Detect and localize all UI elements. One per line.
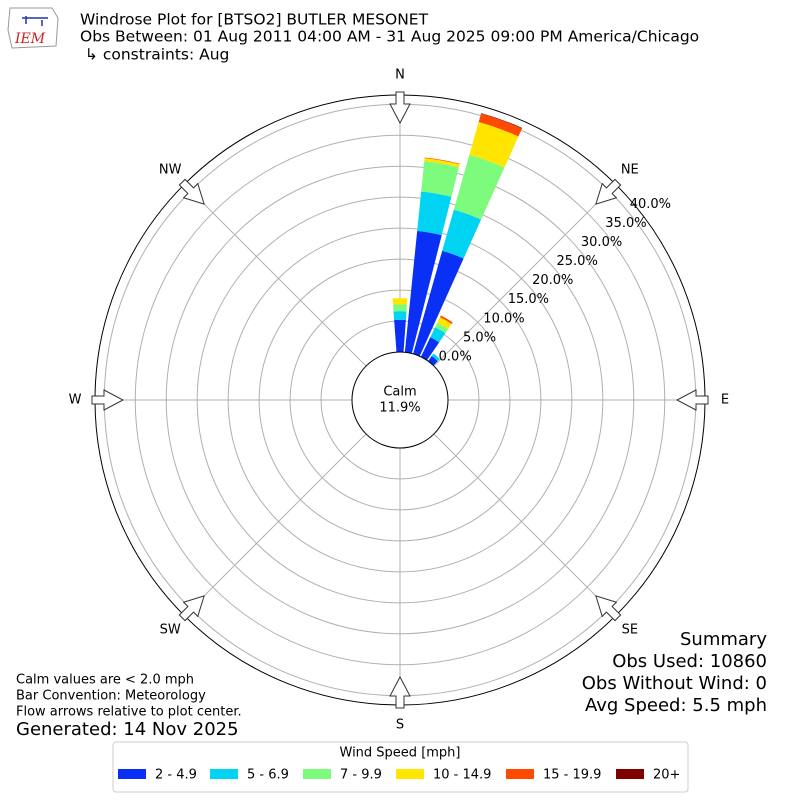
grid-ring (289, 289, 511, 511)
compass-label: SW (160, 622, 181, 637)
r-tick-label: 40.0% (630, 197, 671, 212)
bar-segment (392, 298, 408, 305)
spoke (433, 433, 617, 617)
bar-segment (478, 113, 522, 137)
r-tick-label: 25.0% (557, 254, 598, 269)
summary: Obs Used: 10860 (612, 651, 767, 672)
r-tick-label: 10.0% (483, 311, 524, 326)
compass-label: N (395, 68, 405, 83)
flow-arrow (389, 675, 411, 709)
note: Flow arrows relative to plot center. (16, 705, 242, 720)
grid-ring (165, 165, 635, 635)
bar-segment (453, 154, 505, 220)
flow-arrow (595, 595, 622, 622)
logo-mark (22, 16, 48, 26)
bar-segment (420, 337, 440, 361)
title: Obs Between: 01 Aug 2011 04:00 AM - 31 A… (80, 28, 699, 46)
title: Windrose Plot for [BTSO2] BUTLER MESONET (80, 11, 429, 29)
bar-segment (413, 250, 464, 357)
legend-label: 2 - 4.9 (155, 768, 197, 783)
title: ↳ constraints: Aug (80, 46, 229, 64)
spoke (433, 183, 617, 367)
bar-segment (440, 315, 453, 324)
bar-segment (393, 311, 407, 321)
bar-segment (481, 113, 523, 129)
logo-outline (7, 7, 59, 49)
bar-segment (404, 230, 442, 354)
flow-arrow (389, 91, 411, 125)
r-tick-label: 30.0% (581, 235, 622, 250)
note: Calm values are < 2.0 mph (16, 673, 194, 688)
summary: Avg Speed: 5.5 mph (585, 695, 767, 716)
bar-segment (431, 353, 440, 362)
compass-label: SE (622, 622, 638, 637)
bar-segment (435, 322, 449, 334)
bar-segment (394, 319, 406, 353)
spoke (183, 183, 367, 367)
legend-swatch (118, 769, 146, 779)
legend-swatch (303, 769, 331, 779)
bar-segment (430, 327, 446, 343)
flow-arrow (91, 389, 125, 411)
compass-label: NW (159, 163, 182, 178)
legend-label: 15 - 19.9 (543, 768, 601, 783)
bar-segment (442, 209, 482, 259)
note: Bar Convention: Meteorology (16, 689, 206, 704)
calm-value: 11.9% (379, 401, 420, 416)
r-tick-label: 20.0% (532, 273, 573, 288)
summary: Summary (680, 629, 767, 650)
flow-arrow (178, 595, 205, 622)
r-tick-label: 0.0% (439, 349, 472, 364)
bar-segment (428, 356, 438, 366)
legend-box (112, 741, 689, 793)
grid-ring (196, 196, 604, 604)
legend-swatch (210, 769, 238, 779)
legend-swatch (616, 769, 644, 779)
legend-label: 20+ (653, 768, 680, 783)
flow-arrow (178, 178, 205, 205)
grid-ring (258, 258, 542, 542)
grid-ring (134, 134, 666, 666)
spoke (183, 433, 367, 617)
polar-plot: 0.0% 5.0% 10.0% 15.0% 20.0% 25.0% 30.0% 35.0% 40… (69, 68, 730, 733)
legend-swatch (396, 769, 424, 779)
logo-text: IEM (14, 31, 46, 47)
compass-label: E (721, 393, 729, 408)
bar-segment (424, 158, 460, 168)
compass-label: S (396, 718, 404, 733)
r-tick-label: 35.0% (605, 216, 646, 231)
r-tick-label: 5.0% (463, 330, 496, 345)
legend: Wind Speed [mph] 2 - 4.9 5 - 6.9 7 - 9.9 10… (112, 741, 689, 793)
legend-swatch (506, 769, 534, 779)
r-tick-label: 15.0% (508, 292, 549, 307)
legend-label: 5 - 6.9 (247, 768, 289, 783)
bar-segment (469, 122, 519, 168)
compass-label: W (69, 393, 82, 408)
bar-segment (417, 191, 452, 236)
legend-label: 10 - 14.9 (433, 768, 491, 783)
summary: Obs Without Wind: 0 (582, 673, 767, 694)
calm-circle (351, 351, 449, 449)
flow-arrow (675, 389, 709, 411)
bar-segment (437, 317, 452, 330)
bar-segment (421, 161, 459, 197)
compass-label: NE (621, 163, 639, 178)
bar-segment (392, 304, 408, 312)
flow-arrow (595, 178, 622, 205)
legend-title: Wind Speed [mph] (340, 746, 461, 761)
grid-ring (227, 227, 573, 573)
calm-label: Calm (383, 385, 416, 400)
bar-segment (424, 157, 460, 165)
legend-label: 7 - 9.9 (340, 768, 382, 783)
logo: IEM (7, 7, 59, 49)
generated: Generated: 14 Nov 2025 (16, 719, 239, 740)
